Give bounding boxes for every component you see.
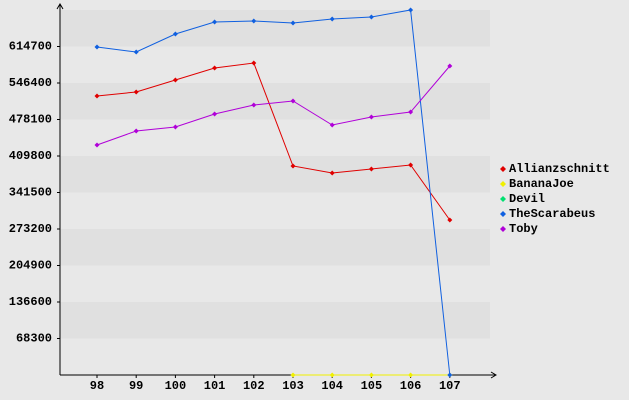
- point: [290, 372, 296, 378]
- grid-band: [60, 119, 490, 156]
- point: [172, 124, 178, 130]
- legend-marker: [500, 211, 506, 217]
- grid-band: [60, 10, 490, 47]
- point: [329, 170, 335, 176]
- point: [172, 31, 178, 37]
- series-line: [96, 62, 451, 221]
- point: [368, 114, 374, 120]
- point: [329, 16, 335, 22]
- point: [447, 372, 453, 378]
- legend-marker: [500, 166, 506, 172]
- legend-marker: [500, 196, 506, 202]
- point: [251, 60, 257, 66]
- y-tick-label: 409800: [9, 149, 52, 163]
- y-tick-label: 204900: [9, 259, 52, 273]
- x-tick-label: 98: [90, 379, 104, 393]
- x-tick-label: 99: [129, 379, 143, 393]
- legend-label: Toby: [509, 222, 538, 236]
- x-tick-label: 105: [361, 379, 383, 393]
- point: [329, 372, 335, 378]
- x-tick-label: 103: [282, 379, 304, 393]
- bands: [60, 10, 490, 375]
- legend-marker: [500, 181, 506, 187]
- point: [290, 20, 296, 26]
- y-tick-label: 341500: [9, 186, 52, 200]
- y-tick-label: 478100: [9, 113, 52, 127]
- point: [251, 18, 257, 24]
- point: [329, 122, 335, 128]
- y-arrow: [56, 3, 64, 10]
- point: [172, 77, 178, 83]
- x-arrow: [490, 371, 497, 379]
- point: [290, 163, 296, 169]
- grid-band: [60, 156, 490, 193]
- grid-band: [60, 46, 490, 83]
- point: [408, 372, 414, 378]
- point: [447, 63, 453, 69]
- legend-label: Devil: [509, 192, 545, 206]
- point: [290, 98, 296, 104]
- point: [408, 109, 414, 115]
- point: [408, 162, 414, 168]
- legend-label: BananaJoe: [509, 177, 574, 191]
- point: [133, 128, 139, 134]
- point: [447, 217, 453, 223]
- point: [368, 14, 374, 20]
- y-tick-label: 614700: [9, 40, 52, 54]
- x-tick-label: 102: [243, 379, 265, 393]
- x-tick-label: 101: [204, 379, 226, 393]
- point: [94, 93, 100, 99]
- x-tick-label: 100: [165, 379, 187, 393]
- series-line: [96, 9, 451, 376]
- point: [94, 142, 100, 148]
- x-tick-label: 106: [400, 379, 422, 393]
- point: [133, 89, 139, 95]
- point: [212, 19, 218, 25]
- series-line: [96, 65, 451, 146]
- point: [133, 49, 139, 55]
- x-tick-label: 104: [321, 379, 343, 393]
- x-tick-label: 107: [439, 379, 461, 393]
- grid-band: [60, 83, 490, 120]
- y-tick-label: 68300: [16, 332, 52, 346]
- point: [368, 166, 374, 172]
- y-tick-label: 273200: [9, 222, 52, 236]
- grid-band: [60, 338, 490, 375]
- grid-band: [60, 302, 490, 339]
- grid-band: [60, 192, 490, 229]
- point: [94, 44, 100, 50]
- grid-band: [60, 265, 490, 302]
- y-tick-label: 546400: [9, 76, 52, 90]
- grid-band: [60, 229, 490, 266]
- legend-marker: [500, 226, 506, 232]
- legend-label: Allianzschnitt: [509, 162, 610, 176]
- point: [251, 102, 257, 108]
- point: [408, 7, 414, 13]
- point: [212, 111, 218, 117]
- point: [368, 372, 374, 378]
- legend-label: TheScarabeus: [509, 207, 595, 221]
- y-tick-label: 136600: [9, 295, 52, 309]
- point: [212, 65, 218, 71]
